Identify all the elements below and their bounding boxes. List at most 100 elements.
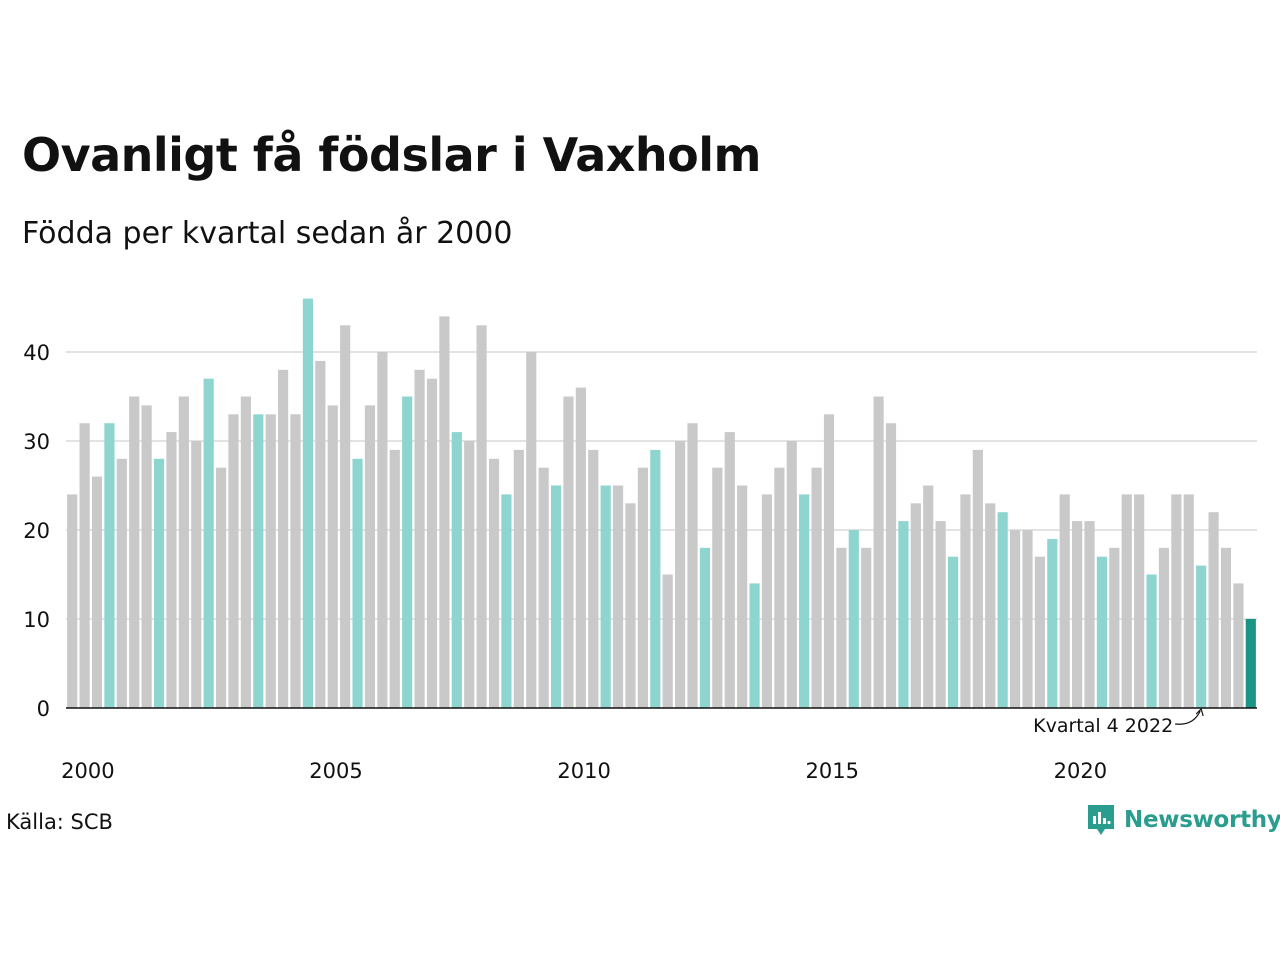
bar-2021-q1 — [1109, 547, 1120, 708]
bar-2010-q3 — [588, 449, 599, 708]
bar-2010-q2 — [575, 387, 586, 708]
bar-2010-q4 — [600, 485, 611, 708]
bar-2011-q2 — [625, 503, 636, 708]
y-tick-label-0: 0 — [37, 697, 50, 721]
chart-title: Ovanligt få födslar i Vaxholm — [22, 128, 761, 182]
bar-2004-q4 — [302, 298, 314, 708]
bar-2004-q1 — [265, 414, 276, 708]
bar-2000-q4 — [104, 423, 115, 708]
bar-2003-q1 — [215, 467, 227, 708]
bar-2021-q3 — [1134, 494, 1145, 708]
bar-2017-q3 — [935, 521, 946, 708]
bar-2000-q3 — [91, 476, 103, 708]
bar-2012-q3 — [687, 423, 698, 708]
bar-2022-q4 — [1196, 565, 1207, 708]
bar-2013-q1 — [712, 467, 723, 708]
source-note: Källa: SCB — [6, 810, 113, 834]
bar-2014-q1 — [761, 494, 773, 708]
bar-2006-q1 — [364, 405, 376, 708]
bar-2004-q3 — [290, 414, 301, 708]
bar-2022-q3 — [1183, 494, 1194, 708]
bar-2002-q3 — [191, 441, 202, 708]
bar-2011-q4 — [650, 449, 661, 708]
bar-2005-q2 — [327, 405, 338, 708]
bar-2001-q4 — [153, 458, 165, 708]
bar-2016-q1 — [861, 547, 872, 708]
x-tick-label-2015: 2015 — [805, 759, 858, 783]
bar-2004-q2 — [278, 369, 289, 708]
bar-2023-q1 — [1208, 512, 1219, 708]
bar-2005-q4 — [352, 458, 363, 708]
bar-2015-q1 — [811, 467, 822, 708]
bar-2019-q1 — [1009, 530, 1021, 708]
y-tick-label-10: 10 — [23, 608, 50, 632]
bar-2018-q4 — [997, 512, 1008, 708]
bar-2020-q4 — [1096, 556, 1108, 708]
bar-2009-q4 — [550, 485, 562, 708]
bar-2009-q3 — [538, 467, 549, 708]
bar-2020-q3 — [1084, 521, 1095, 708]
bar-2018-q2 — [972, 449, 983, 708]
bar-2020-q2 — [1072, 521, 1083, 708]
bar-2016-q2 — [873, 396, 884, 708]
bar-2002-q1 — [166, 432, 177, 708]
bar-2013-q3 — [737, 485, 748, 708]
bar-2017-q1 — [910, 503, 921, 708]
newsworthy-logo-icon — [1088, 805, 1114, 835]
x-tick-label-2005: 2005 — [309, 759, 362, 783]
bar-2015-q4 — [848, 530, 859, 708]
bar-2023-q4 — [1245, 619, 1256, 708]
bar-2018-q3 — [985, 503, 996, 708]
bar-2006-q3 — [389, 449, 400, 708]
bar-2014-q4 — [799, 494, 810, 708]
bar-2019-q2 — [1022, 530, 1033, 708]
bar-2000-q1 — [67, 494, 78, 708]
bar-2001-q2 — [129, 396, 140, 708]
gridlines — [66, 351, 1257, 620]
annotation: Kvartal 4 2022 — [1033, 707, 1204, 737]
bar-2008-q3 — [488, 458, 500, 708]
bar-2015-q2 — [823, 414, 835, 708]
bar-2006-q2 — [377, 352, 388, 708]
bar-2009-q2 — [526, 352, 537, 708]
bar-2003-q2 — [228, 414, 239, 708]
bar-2021-q4 — [1146, 574, 1157, 708]
bar-2022-q1 — [1158, 547, 1170, 708]
bar-2023-q3 — [1233, 583, 1244, 708]
bar-2008-q2 — [476, 325, 487, 708]
bar-2014-q2 — [774, 467, 785, 708]
newsworthy-logo-text: Newsworthy — [1124, 807, 1280, 833]
bar-2002-q2 — [178, 396, 189, 708]
bar-2009-q1 — [513, 449, 524, 708]
bar-2005-q1 — [315, 360, 326, 708]
bar-2013-q4 — [749, 583, 760, 708]
bar-2012-q2 — [675, 441, 686, 708]
bar-2005-q3 — [340, 325, 351, 708]
y-tick-label-30: 30 — [23, 430, 50, 454]
bar-2002-q4 — [203, 378, 214, 708]
bar-2008-q4 — [501, 494, 512, 708]
bar-2007-q2 — [426, 378, 438, 708]
bar-2018-q1 — [960, 494, 971, 708]
bar-2022-q2 — [1171, 494, 1182, 708]
bar-2006-q4 — [402, 396, 413, 708]
bar-2014-q3 — [786, 441, 797, 708]
bar-2012-q1 — [662, 574, 673, 708]
bar-2003-q3 — [240, 396, 251, 708]
bar-2001-q1 — [116, 458, 127, 708]
bar-2007-q1 — [414, 369, 425, 708]
bar-2017-q4 — [947, 556, 959, 708]
bar-2023-q2 — [1220, 547, 1232, 708]
chart-subtitle: Födda per kvartal sedan år 2000 — [22, 216, 513, 251]
bar-2017-q2 — [923, 485, 934, 708]
y-tick-label-40: 40 — [23, 341, 50, 365]
bar-2007-q3 — [439, 316, 450, 708]
bar-2019-q3 — [1034, 556, 1045, 708]
bar-2015-q3 — [836, 547, 847, 708]
bar-2019-q4 — [1047, 538, 1058, 708]
bar-2020-q1 — [1059, 494, 1070, 708]
tick-labels: 0 10 20 30 40 2000 2005 2010 2015 2020 — [23, 341, 1107, 783]
bar-2011-q1 — [612, 485, 624, 708]
bar-2008-q1 — [464, 441, 475, 708]
bar-chart: 0 10 20 30 40 2000 2005 2010 2015 2020 Kvartal 4 … — [23, 298, 1257, 783]
